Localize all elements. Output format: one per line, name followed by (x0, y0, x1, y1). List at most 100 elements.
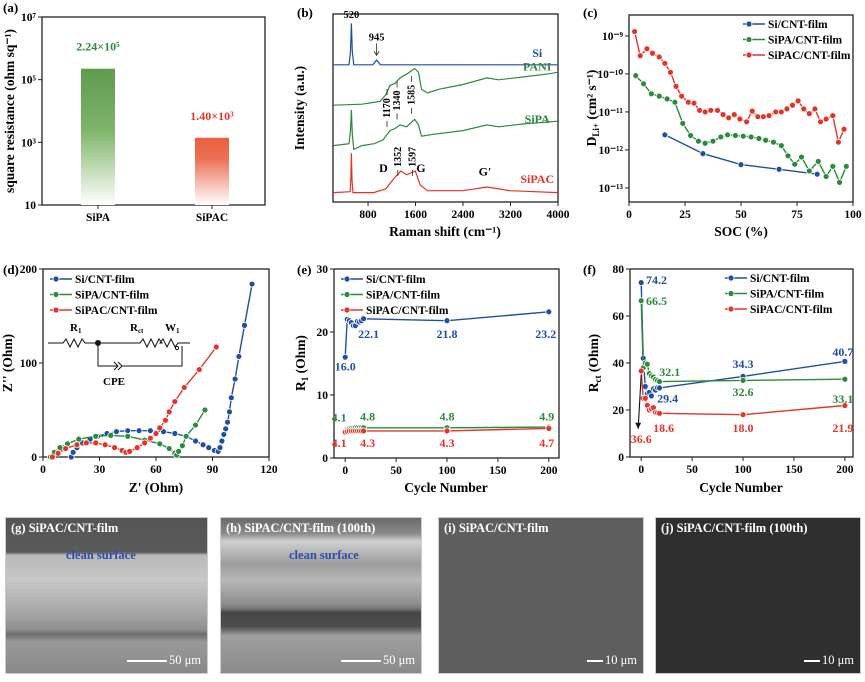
plot-frame (332, 13, 559, 203)
y-tick-label: 0 (618, 452, 624, 464)
panel-label: (b) (297, 5, 313, 20)
data-point (113, 428, 120, 436)
data-point (101, 441, 109, 449)
data-point (643, 360, 651, 368)
legend-label: SiPA/CNT-film (75, 290, 150, 302)
y-axis-title: Rct (Ohm) (586, 334, 603, 392)
x-tick-label: 150 (785, 464, 803, 476)
legend-label: SiPA/CNT-film (750, 289, 825, 301)
series-label: SiPAC (520, 172, 554, 186)
y-axis-title: R1 (Ohm) (293, 335, 310, 391)
data-point (192, 421, 199, 429)
data-point (124, 427, 132, 435)
x-axis-title: Cycle Number (699, 480, 783, 495)
data-point (661, 131, 669, 139)
y-tick-label: 100 (20, 358, 38, 370)
data-point (75, 435, 83, 443)
data-point (192, 437, 199, 445)
series-line-si-cnt-film (664, 134, 818, 175)
y-axis-title-main: R (293, 381, 308, 391)
panel-e: (e) 0 50 100 150 200 0 10 20 30 Cycle Number R1 (Oh… (293, 262, 560, 495)
data-point (784, 152, 792, 160)
x-tick-label: 120 (260, 464, 278, 476)
data-point (829, 162, 837, 170)
data-point (701, 139, 709, 147)
data-point (822, 115, 830, 123)
data-point (755, 135, 763, 142)
data-point (671, 98, 679, 106)
circuit-label-w1: W1 (165, 322, 180, 335)
data-point (762, 136, 770, 144)
x-tick-label: 0 (626, 209, 632, 221)
panel-label: (d) (3, 262, 19, 277)
arrow-head (635, 422, 642, 429)
data-label: 21.8 (437, 327, 458, 341)
data-label: 4.8 (440, 409, 455, 423)
y-axis-title-main: D (584, 136, 599, 146)
data-label: 23.2 (535, 327, 556, 341)
data-point (73, 441, 81, 449)
x-tick-label: 50 (686, 464, 698, 476)
data-point (690, 99, 698, 107)
x-tick-label: 200 (540, 465, 558, 477)
data-point (841, 375, 849, 383)
data-point (783, 105, 791, 113)
data-point (212, 343, 220, 351)
circuit-label-main: R (70, 322, 79, 334)
arrow-head (373, 51, 380, 57)
data-point (195, 366, 203, 373)
x-tick-label: 0 (342, 465, 348, 477)
y-tick-label: 30 (317, 264, 329, 276)
series-label: Si (532, 46, 543, 60)
y-axis-title-sub: Li+ (591, 123, 601, 137)
data-point (743, 118, 750, 126)
data-point (640, 80, 647, 88)
data-point (135, 427, 143, 435)
scale-bar-label: 10 μm (821, 653, 854, 667)
data-point (631, 28, 638, 35)
x-tick-label: 2400 (452, 209, 475, 221)
data-point (791, 160, 799, 168)
panel-b: (b) 800 1600 2400 3200 4000 Raman shift (cm⁻¹)… (292, 5, 570, 239)
sem-image-i: (i) SiPAC/CNT-film 10 μm (438, 517, 644, 674)
x-tick-label: 100 (438, 465, 456, 477)
sem-title: (h) SiPAC/CNT-film (100th) (226, 521, 376, 535)
data-label: 29.4 (657, 391, 678, 405)
legend-marker (745, 36, 753, 43)
sem-image-g: (g) SiPAC/CNT-film clean surface 50 μm (5, 517, 208, 674)
y-tick-label: 0 (322, 453, 328, 465)
data-point (737, 161, 745, 169)
data-label: 74.2 (646, 273, 667, 287)
data-point (667, 68, 674, 76)
data-point (643, 45, 651, 53)
data-point (107, 431, 115, 439)
circuit-label-main: W (165, 322, 176, 334)
data-label: 32.6 (733, 385, 754, 399)
x-axis-title: Z' (Ohm) (129, 480, 183, 495)
data-label: 21.9 (832, 421, 853, 435)
data-point (220, 431, 228, 438)
data-point (171, 398, 179, 405)
legend-item: Si/CNT-film (743, 19, 828, 31)
data-point (656, 384, 663, 392)
data-label: 34.3 (733, 357, 754, 371)
data-point (641, 394, 649, 402)
x-tick-label: 50 (735, 209, 747, 221)
data-point (224, 418, 231, 426)
peak-label: D (379, 161, 388, 175)
scale-bar-label: 10 μm (604, 653, 637, 667)
data-point (811, 105, 819, 113)
y-tick-label: 10⁻¹¹ (599, 107, 623, 119)
data-point (748, 107, 756, 115)
data-point (841, 402, 849, 409)
sem-image-j: (j) SiPAC/CNT-film (100th) 10 μm (655, 517, 861, 674)
data-point (632, 72, 640, 80)
peak-label: G′ (479, 165, 492, 179)
data-point (171, 430, 179, 437)
scale-bar: 50 μm (126, 653, 201, 668)
data-point (684, 98, 692, 106)
data-label: 4.3 (360, 436, 375, 450)
legend-marker (343, 306, 351, 314)
data-point (637, 279, 645, 287)
